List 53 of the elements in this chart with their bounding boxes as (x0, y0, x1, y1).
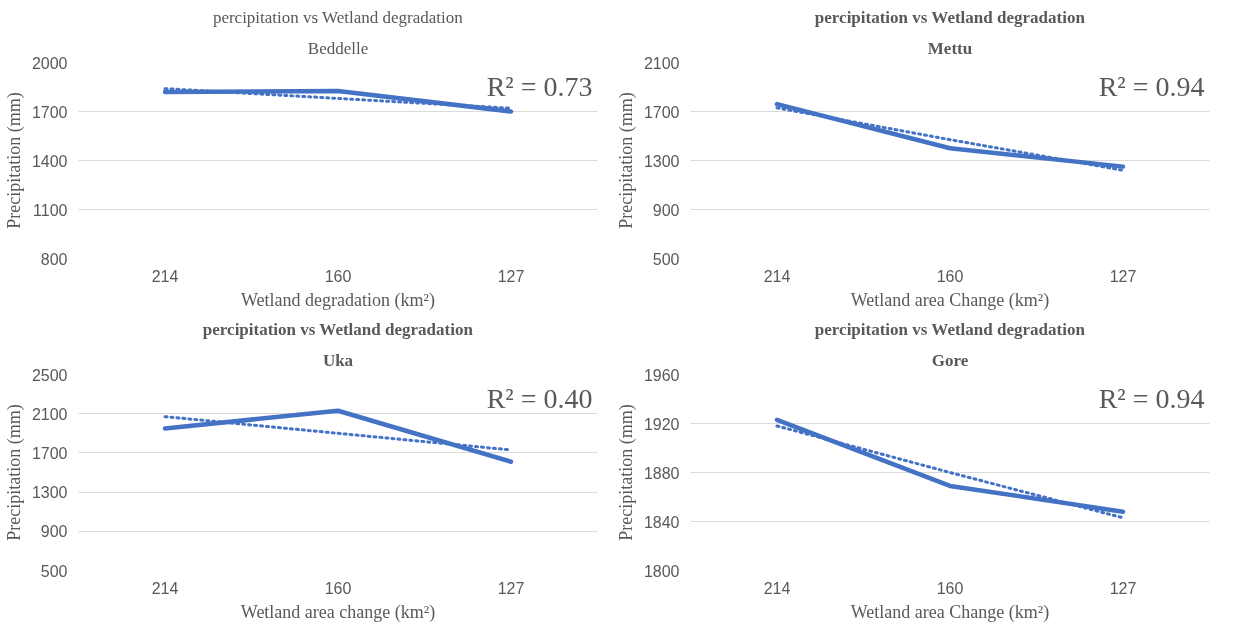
y-tick-label: 1100 (33, 201, 68, 219)
y-tick-label: 900 (40, 523, 68, 541)
annotation: R² = 0.73 (486, 70, 593, 102)
annotation: R² = 0.40 (486, 382, 593, 414)
x-tick-label: 127 (1109, 579, 1137, 597)
y-tick-label: 1700 (31, 444, 68, 462)
x-axis-title: Wetland area Change (km²) (850, 601, 1050, 623)
x-tick-label: 214 (151, 267, 179, 285)
x-tick-label: 160 (324, 579, 352, 597)
y-tick-label: 2000 (31, 54, 68, 72)
y-tick-label: 1700 (643, 103, 680, 121)
x-tick-label: 214 (763, 579, 791, 597)
y-tick-label: 900 (652, 201, 680, 219)
y-tick-label: 1300 (643, 152, 680, 170)
y-tick-label: 1400 (31, 152, 68, 170)
x-tick-label: 160 (324, 267, 352, 285)
y-tick-label: 2100 (643, 54, 680, 72)
x-axis-title: Wetland area change (km²) (240, 601, 436, 623)
x-tick-label: 214 (763, 267, 791, 285)
y-tick-label: 500 (40, 562, 68, 580)
chart-title: percipitation vs Wetland degradation (202, 319, 474, 339)
x-tick-label: 127 (497, 267, 525, 285)
chart-subtitle: Gore (931, 350, 969, 370)
y-axis-title: Precipitation (mm) (3, 404, 25, 541)
y-tick-label: 1800 (643, 562, 680, 580)
chart-title: percipitation vs Wetland degradation (212, 7, 464, 27)
x-axis-title: Wetland degradation (km²) (241, 289, 435, 311)
x-tick-label: 214 (151, 579, 179, 597)
y-tick-label: 500 (652, 250, 680, 268)
y-tick-label: 1880 (643, 464, 680, 482)
chart-subtitle: Mettu (927, 38, 973, 58)
y-tick-label: 1840 (643, 513, 680, 531)
annotation: R² = 0.94 (1098, 382, 1205, 414)
y-tick-label: 2100 (31, 405, 68, 423)
y-tick-label: 1700 (31, 103, 68, 121)
x-tick-label: 160 (936, 579, 964, 597)
y-tick-label: 1300 (31, 484, 68, 502)
y-axis-title: Precipitation (mm) (615, 92, 637, 229)
x-tick-label: 160 (936, 267, 964, 285)
chart-subtitle: Uka (322, 350, 354, 370)
x-tick-label: 127 (497, 579, 525, 597)
y-axis-title: Precipitation (mm) (615, 404, 637, 541)
y-tick-label: 1920 (643, 415, 680, 433)
x-axis-title: Wetland area Change (km²) (850, 289, 1050, 311)
x-tick-label: 127 (1109, 267, 1137, 285)
y-tick-label: 1960 (643, 366, 680, 384)
chart-subtitle: Beddelle (307, 38, 369, 58)
y-tick-label: 800 (40, 250, 68, 268)
y-tick-label: 2500 (31, 366, 68, 384)
chart-title: percipitation vs Wetland degradation (814, 319, 1086, 339)
y-axis-title: Precipitation (mm) (3, 92, 25, 229)
annotation: R² = 0.94 (1098, 70, 1205, 102)
chart-title: percipitation vs Wetland degradation (814, 7, 1086, 27)
